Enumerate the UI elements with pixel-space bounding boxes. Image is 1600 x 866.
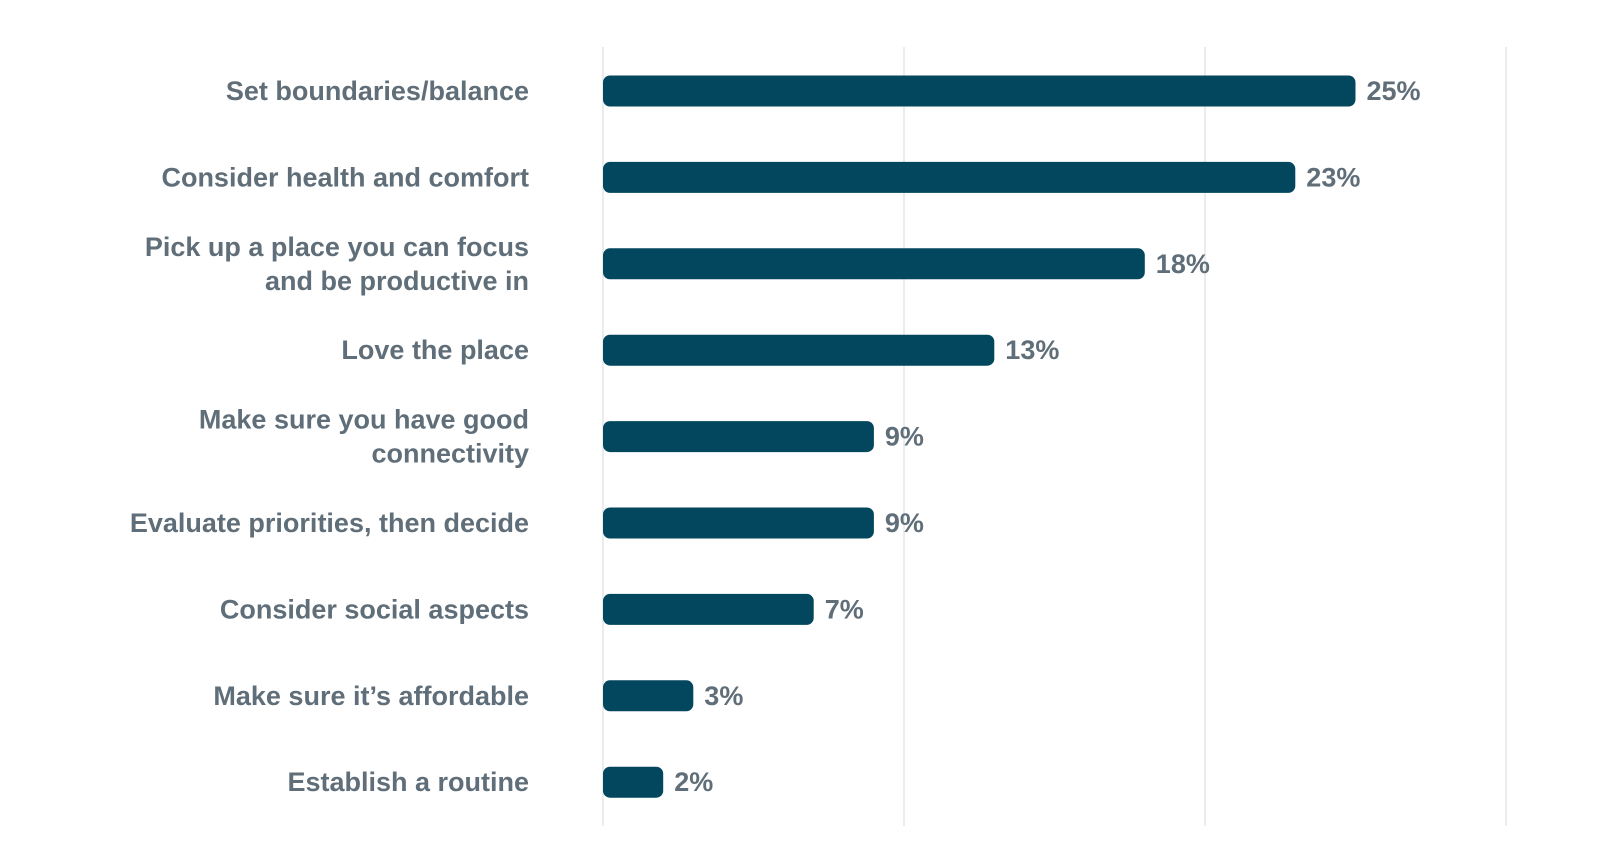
category-label-4: Make sure you have good connectivity (199, 405, 529, 469)
category-label-line: Evaluate priorities, then decide (130, 508, 529, 538)
category-label-line: and be productive in (265, 266, 529, 296)
bar-7 (603, 680, 694, 712)
value-label-8: 2% (674, 767, 713, 797)
category-label-line: connectivity (371, 439, 529, 469)
value-label-7: 3% (704, 681, 743, 711)
bar-2 (603, 248, 1145, 280)
category-label-line: Set boundaries/balance (226, 76, 529, 106)
bar-5 (603, 507, 874, 539)
category-label-1: Consider health and comfort (161, 162, 529, 192)
value-label-2: 18% (1156, 249, 1210, 279)
bars (603, 75, 1356, 798)
category-label-line: Make sure you have good (199, 405, 529, 435)
bar-3 (603, 334, 995, 366)
value-labels: 25% 23% 18% 13% 9% 9% 7% 3% 2% (674, 76, 1420, 797)
category-label-line: Consider social aspects (220, 594, 529, 624)
value-label-5: 9% (885, 508, 924, 538)
category-label-6: Consider social aspects (220, 594, 529, 624)
value-label-6: 7% (825, 594, 864, 624)
value-label-1: 23% (1306, 162, 1360, 192)
bar-1 (603, 161, 1296, 193)
category-label-0: Set boundaries/balance (226, 76, 529, 106)
value-label-0: 25% (1367, 76, 1421, 106)
category-label-line: Love the place (341, 335, 529, 365)
bar-8 (603, 766, 664, 798)
category-label-line: Pick up a place you can focus (145, 232, 529, 262)
category-label-7: Make sure it’s affordable (213, 681, 529, 711)
category-label-line: Establish a routine (287, 767, 529, 797)
category-label-line: Consider health and comfort (161, 162, 529, 192)
category-label-2: Pick up a place you can focus and be prod… (145, 232, 529, 296)
category-labels: Set boundaries/balance Consider health an… (130, 76, 529, 797)
category-label-3: Love the place (341, 335, 529, 365)
value-label-3: 13% (1005, 335, 1059, 365)
category-label-line: Make sure it’s affordable (213, 681, 529, 711)
bar-4 (603, 421, 874, 453)
value-label-4: 9% (885, 422, 924, 452)
bar-0 (603, 75, 1356, 107)
category-label-5: Evaluate priorities, then decide (130, 508, 529, 538)
bar-6 (603, 593, 814, 625)
category-label-8: Establish a routine (287, 767, 529, 797)
